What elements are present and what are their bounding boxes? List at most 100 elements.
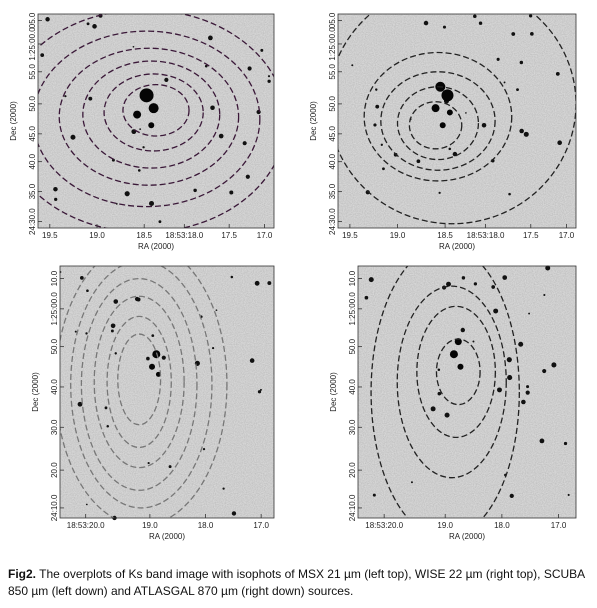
star xyxy=(242,141,247,146)
panel-atlasgal-border xyxy=(357,265,577,519)
star xyxy=(254,280,260,286)
star xyxy=(521,399,526,405)
x-tick-label: 19.0 xyxy=(437,521,453,530)
panel-msx-contours xyxy=(38,14,274,228)
star xyxy=(506,357,512,363)
star xyxy=(437,368,441,372)
star xyxy=(114,352,117,355)
x-tick-label: 17.0 xyxy=(551,521,567,530)
y-tick-label: 24:10.0 xyxy=(348,494,357,521)
source-blob xyxy=(449,350,458,359)
y-tick-label: 45.0 xyxy=(328,126,337,142)
star xyxy=(526,385,530,389)
star xyxy=(372,493,376,497)
star xyxy=(215,309,218,312)
y-tick-label: 10.0 xyxy=(50,270,59,286)
star xyxy=(139,128,142,131)
star xyxy=(448,147,452,151)
star xyxy=(124,191,130,197)
star xyxy=(555,71,560,76)
star xyxy=(563,441,568,446)
star xyxy=(54,197,58,201)
y-tick-label: 1:25:00.0 xyxy=(50,292,59,326)
y-tick-label: 40.0 xyxy=(50,379,59,395)
x-tick-label: 17.0 xyxy=(559,231,575,240)
star xyxy=(106,424,109,428)
contour-level xyxy=(60,266,228,518)
x-tick-label: 18:53:20.0 xyxy=(365,521,403,530)
source-blob xyxy=(454,338,462,346)
x-tick-label: 19.0 xyxy=(142,521,158,530)
star xyxy=(149,200,155,207)
contour-level xyxy=(435,338,481,406)
star xyxy=(545,265,551,271)
y-tick-label: 55.0 xyxy=(328,63,337,79)
source-blob xyxy=(439,122,446,129)
x-tick-label: 19.5 xyxy=(42,231,58,240)
star xyxy=(373,123,377,127)
y-tick-label: 30.0 xyxy=(50,419,59,435)
x-tick-label: 17.5 xyxy=(523,231,539,240)
y-tick-label: 50.0 xyxy=(328,96,337,112)
star xyxy=(142,146,145,149)
panel-wise-border xyxy=(337,13,577,229)
y-tick-label: 35.0 xyxy=(328,183,337,199)
star xyxy=(509,493,514,499)
x-axis-label: RA (2000) xyxy=(439,242,475,251)
source-blob xyxy=(431,104,440,113)
y-tick-label: 50.0 xyxy=(348,338,357,354)
x-axis-label: RA (2000) xyxy=(138,242,174,251)
star xyxy=(134,296,140,302)
contour-level xyxy=(380,71,496,171)
star xyxy=(53,186,58,192)
y-axis-label: Dec (2000) xyxy=(31,372,40,412)
star xyxy=(208,35,213,41)
contour-level xyxy=(38,30,261,208)
star xyxy=(508,192,511,196)
star xyxy=(104,406,108,410)
star xyxy=(438,191,441,194)
star xyxy=(430,406,436,412)
star xyxy=(539,438,545,444)
source-blob xyxy=(446,109,453,116)
source-blob xyxy=(148,103,159,114)
star xyxy=(478,21,483,25)
star xyxy=(77,401,83,407)
x-tick-label: 18:53:20.0 xyxy=(67,521,105,530)
contour-level xyxy=(122,83,190,137)
star xyxy=(151,334,155,337)
star xyxy=(110,329,114,333)
star xyxy=(193,188,197,193)
source-blob xyxy=(149,363,156,370)
star xyxy=(493,308,499,314)
contour-level xyxy=(80,277,198,491)
star xyxy=(465,112,467,114)
x-tick-label: 17.0 xyxy=(257,231,273,240)
x-axis-label: RA (2000) xyxy=(149,532,185,541)
panel-scuba-noise xyxy=(60,266,274,518)
star xyxy=(161,355,166,360)
star xyxy=(497,387,502,393)
star xyxy=(45,17,50,22)
star xyxy=(551,362,557,368)
y-tick-label: 55.0 xyxy=(28,63,37,79)
star xyxy=(85,332,88,335)
contour-level xyxy=(416,305,496,439)
y-tick-label: 40.0 xyxy=(348,379,357,395)
contour-level xyxy=(117,333,162,426)
star xyxy=(523,131,529,137)
figure-panels: 19.5 19.0 18.5 18:53:18.0 17.5 17.0 24:30.0 35.… xyxy=(9,12,577,541)
star xyxy=(473,14,477,19)
star xyxy=(168,465,172,469)
y-axis-label: Dec (2000) xyxy=(9,101,18,141)
y-tick-label: 50.0 xyxy=(28,96,37,112)
star xyxy=(40,53,45,58)
source-blob xyxy=(148,122,155,129)
star xyxy=(85,503,88,506)
contour-level xyxy=(58,47,240,186)
x-tick-label: 18.0 xyxy=(198,521,214,530)
star xyxy=(491,285,496,289)
star xyxy=(74,330,77,333)
star xyxy=(231,511,237,516)
panel-scuba: 18:53:20.0 19.0 18.0 17.0 24:10.0 20.0 30.0 40.… xyxy=(31,265,275,541)
